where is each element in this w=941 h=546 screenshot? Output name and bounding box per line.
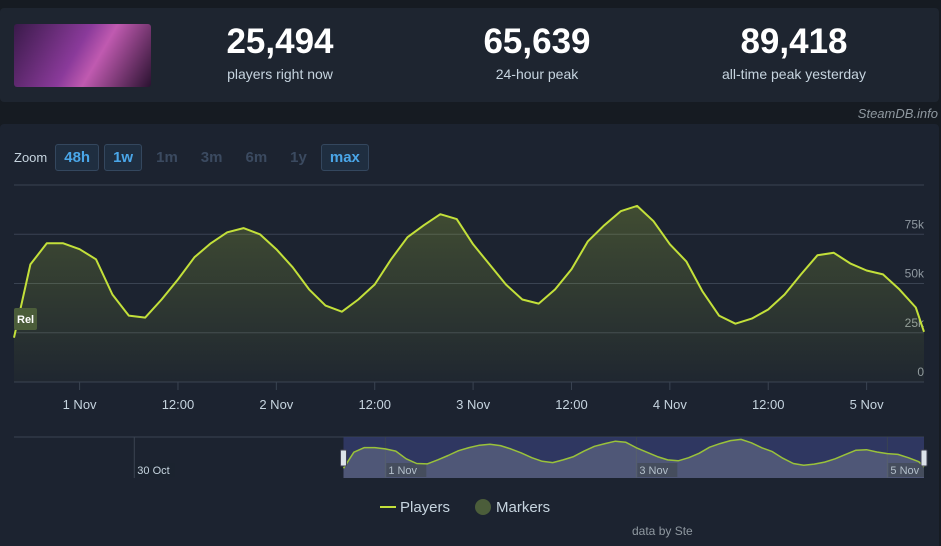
navigator-label: 1 Nov bbox=[388, 465, 417, 477]
line bbox=[13, 204, 925, 338]
x-tick-label: 5 Nov bbox=[850, 397, 884, 412]
zoom-button[interactable]: max bbox=[320, 144, 369, 171]
line bbox=[342, 438, 925, 469]
zoom-button: 1m bbox=[147, 144, 187, 171]
area bbox=[14, 205, 924, 382]
zoom-button[interactable]: 1w bbox=[104, 144, 143, 171]
legend-label[interactable]: Markers bbox=[496, 499, 550, 516]
game-image bbox=[14, 24, 151, 87]
zoom-button: 1y bbox=[281, 144, 316, 171]
zoom-bar: Zoom 48h 1w 1m 3m 6m 1y max bbox=[14, 144, 374, 171]
x-tick-label: 2 Nov bbox=[259, 397, 293, 412]
x-tick-label: 12:00 bbox=[555, 397, 588, 412]
legend-swatch bbox=[475, 499, 491, 515]
stat-label: players right now bbox=[227, 66, 333, 82]
stat-value: 25,494 bbox=[226, 22, 334, 61]
area bbox=[343, 439, 924, 478]
navigator-selection bbox=[343, 437, 924, 478]
navigator-label-bg bbox=[386, 463, 427, 477]
watermark: SteamDB.info bbox=[857, 106, 938, 121]
marker-label: Rel bbox=[17, 314, 34, 326]
navigator-handle[interactable] bbox=[339, 449, 347, 467]
navigator-label: 5 Nov bbox=[890, 465, 919, 477]
navigator-label-bg bbox=[888, 463, 929, 477]
stat: 89,418 all-time peak yesterday bbox=[674, 22, 914, 82]
x-tick-label: 12:00 bbox=[358, 397, 391, 412]
navigator-handle[interactable] bbox=[920, 449, 928, 467]
x-tick-label: 4 Nov bbox=[653, 397, 687, 412]
x-tick-label: 12:00 bbox=[752, 397, 785, 412]
stat-label: 24-hour peak bbox=[495, 66, 579, 82]
navigator-label-bg bbox=[637, 463, 678, 477]
zoom-button[interactable]: 48h bbox=[55, 144, 100, 171]
navigator-label: 3 Nov bbox=[639, 465, 668, 477]
zoom-button: 6m bbox=[236, 144, 276, 171]
stats-panel: 25,494 players right now 65,639 24-hour pea… bbox=[0, 8, 939, 102]
x-tick-label: 12:00 bbox=[162, 397, 195, 412]
stat-label: all-time peak yesterday bbox=[722, 66, 866, 82]
footer: data by Ste bbox=[632, 524, 693, 538]
legend-label[interactable]: Players bbox=[400, 499, 450, 516]
navigator-label-bg bbox=[135, 463, 176, 477]
x-tick-label: 3 Nov bbox=[456, 397, 490, 412]
stat: 25,494 players right now bbox=[160, 22, 400, 82]
stat-value: 89,418 bbox=[740, 22, 848, 61]
marker bbox=[14, 308, 37, 330]
x-tick-label: 1 Nov bbox=[63, 397, 97, 412]
y-tick-label: 50k bbox=[905, 267, 925, 281]
navigator-label: 30 Oct bbox=[137, 465, 169, 477]
y-tick-label: 75k bbox=[905, 217, 925, 231]
zoom-button: 3m bbox=[192, 144, 232, 171]
stat: 65,639 24-hour peak bbox=[417, 22, 657, 82]
stat-value: 65,639 bbox=[483, 22, 591, 61]
zoom-label: Zoom bbox=[14, 150, 48, 165]
